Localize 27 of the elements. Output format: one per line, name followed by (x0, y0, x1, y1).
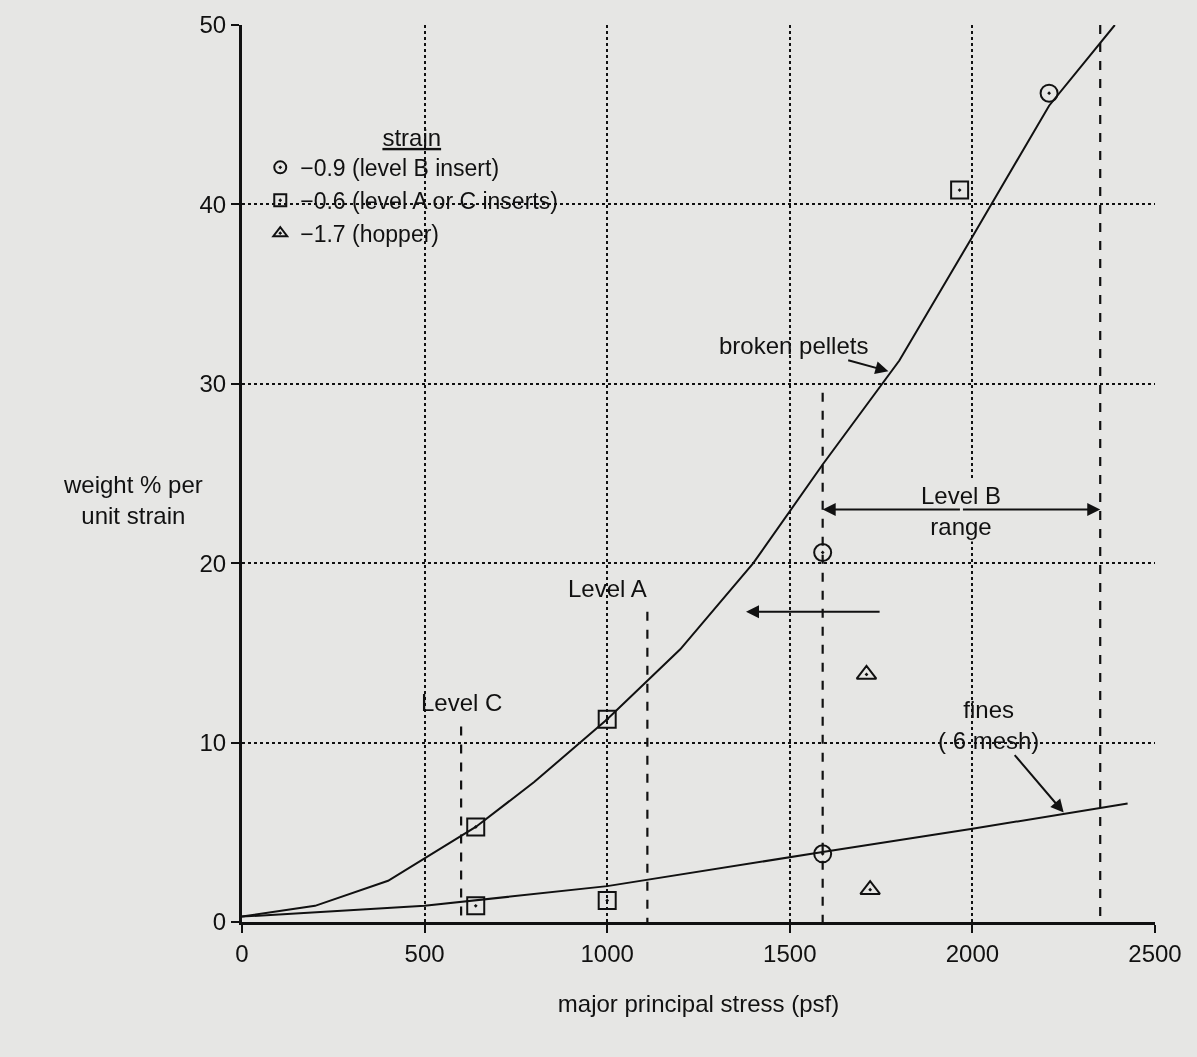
x-tick-label: 1500 (763, 939, 817, 967)
point (813, 542, 833, 562)
x-tick-label: 500 (404, 939, 445, 967)
y-tick-label: 20 (199, 549, 227, 577)
point (950, 180, 970, 200)
y-tick-label: 0 (212, 908, 227, 936)
y-tick-label: 50 (199, 11, 227, 39)
y-tick-label: 10 (199, 729, 227, 756)
legend-label: −1.7 (hopper) (300, 221, 439, 248)
point (597, 709, 617, 729)
x-tick-label: 1000 (580, 939, 634, 967)
point (1039, 83, 1059, 103)
y-tick-label: 30 (199, 370, 227, 398)
x-tick-label: 2500 (1128, 939, 1182, 967)
x-tick-label: 2000 (945, 939, 1000, 967)
annotation: broken pellets (719, 332, 869, 359)
point (466, 896, 486, 916)
annotation: Level A (568, 575, 647, 602)
y-tick-label: 40 (199, 190, 227, 218)
x-axis-title: major principal stress (psf) (557, 990, 840, 1018)
annotation: Level B range (921, 482, 1002, 541)
annotation: Level C (421, 689, 503, 716)
x-tick-label: 0 (235, 939, 249, 967)
point (813, 844, 833, 864)
y-axis-title: weight % per unit strain (63, 471, 203, 530)
point (466, 817, 486, 837)
point (597, 890, 617, 910)
